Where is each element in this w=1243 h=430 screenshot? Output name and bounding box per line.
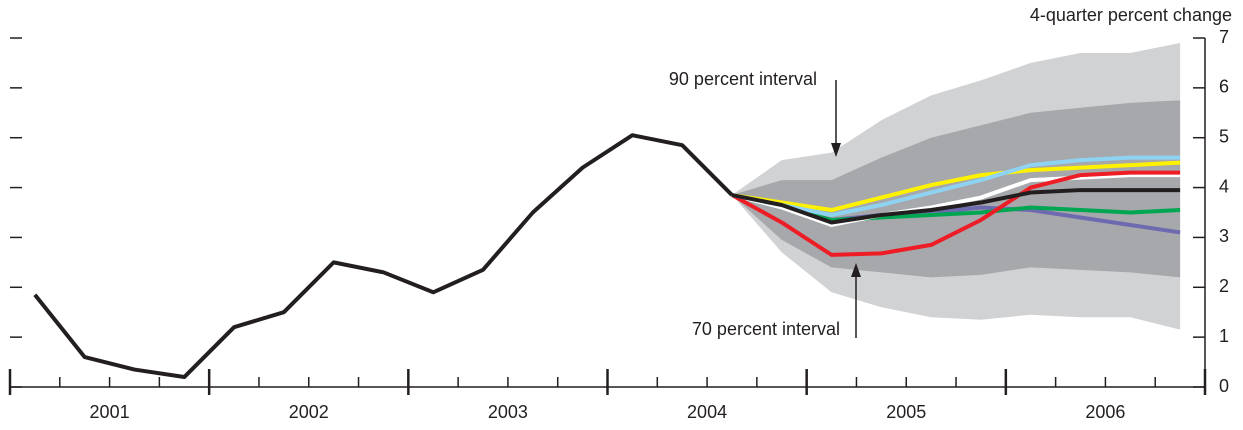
- y-tick-label: 5: [1219, 126, 1229, 146]
- forecast-line: [731, 155, 1181, 217]
- forecast-line: [731, 188, 1181, 225]
- interval-band: [731, 100, 1181, 278]
- forecast-line: [731, 170, 1181, 257]
- y-tick-label: 3: [1219, 226, 1229, 246]
- annotation: 90 percent interval: [669, 69, 817, 89]
- y-tick-label: 4: [1219, 176, 1229, 196]
- forecast-line: [731, 173, 1181, 227]
- y-tick-label: 1: [1219, 326, 1229, 346]
- x-tick-label: 2005: [886, 402, 926, 422]
- x-tick-label: 2001: [90, 402, 130, 422]
- arrow-head: [831, 143, 841, 157]
- history-line: [33, 133, 734, 380]
- x-tick-label: 2002: [289, 402, 329, 422]
- arrow-head: [851, 263, 861, 277]
- annotation: 70 percent interval: [692, 319, 840, 339]
- y-axis-label: 4-quarter percent change: [1030, 5, 1232, 25]
- y-tick-label: 6: [1219, 77, 1229, 97]
- x-tick-label: 2003: [488, 402, 528, 422]
- x-tick-label: 2006: [1085, 402, 1125, 422]
- forecast-line: [731, 160, 1181, 213]
- y-tick-label: 2: [1219, 276, 1229, 296]
- y-tick-label: 7: [1219, 27, 1229, 47]
- y-tick-label: 0: [1219, 376, 1229, 396]
- x-tick-label: 2004: [687, 402, 727, 422]
